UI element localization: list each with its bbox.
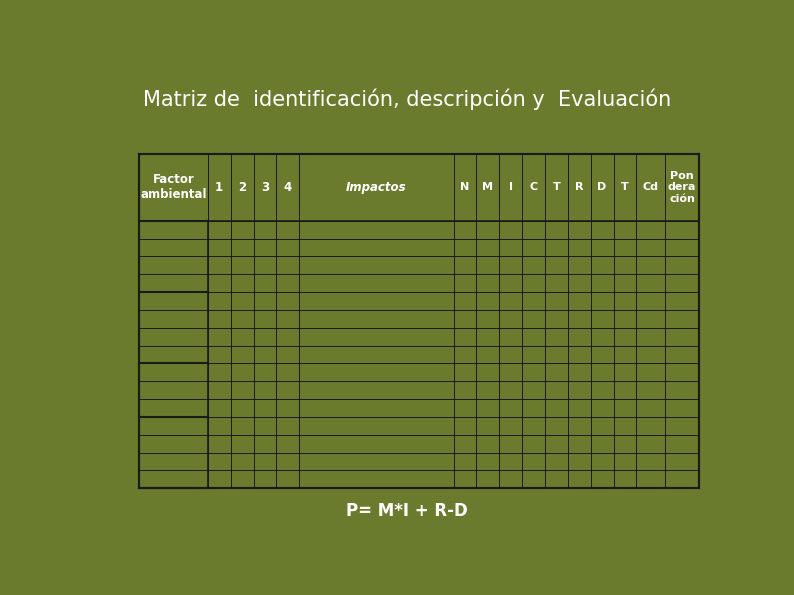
Text: D: D (597, 182, 607, 192)
Text: Factor
ambiental: Factor ambiental (141, 173, 206, 201)
Text: Impactos: Impactos (346, 181, 407, 194)
Text: Pon
dera
ción: Pon dera ción (668, 171, 696, 204)
Text: R: R (575, 182, 584, 192)
Text: 2: 2 (238, 181, 246, 194)
Text: Matriz de  identificación, descripción y  Evaluación: Matriz de identificación, descripción y … (143, 88, 671, 109)
Text: 3: 3 (261, 181, 269, 194)
Text: C: C (530, 182, 538, 192)
Text: M: M (482, 182, 493, 192)
Text: T: T (553, 182, 561, 192)
Text: P= M*I + R-D: P= M*I + R-D (346, 502, 468, 520)
Bar (139, 154, 700, 488)
Text: N: N (461, 182, 469, 192)
Bar (139, 364, 208, 417)
Bar (139, 221, 208, 292)
Text: Cd: Cd (642, 182, 659, 192)
Text: T: T (621, 182, 629, 192)
Text: 1: 1 (215, 181, 223, 194)
Text: I: I (509, 182, 513, 192)
Bar (139, 292, 208, 364)
Bar (139, 417, 208, 488)
Text: 4: 4 (283, 181, 292, 194)
